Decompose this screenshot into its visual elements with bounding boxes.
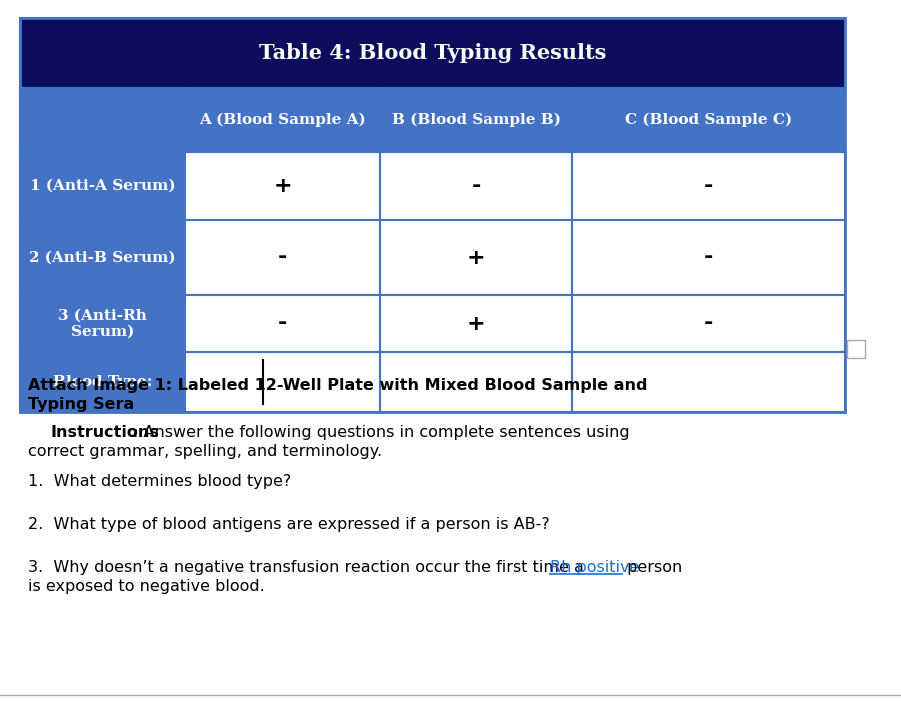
Text: 3.  Why doesn’t a negative transfusion reaction occur the first time a: 3. Why doesn’t a negative transfusion re… — [28, 560, 589, 575]
Text: correct grammar, spelling, and terminology.: correct grammar, spelling, and terminolo… — [28, 444, 382, 459]
Bar — [380, 88, 572, 152]
Bar — [380, 352, 572, 412]
Bar — [572, 220, 845, 295]
Bar — [185, 88, 380, 152]
Text: C (Blood Sample C): C (Blood Sample C) — [625, 113, 792, 127]
Text: -: - — [704, 247, 714, 268]
Bar — [20, 220, 185, 295]
Text: is exposed to negative blood.: is exposed to negative blood. — [28, 579, 265, 594]
Bar — [847, 340, 865, 358]
Text: 2 (Anti-B Serum): 2 (Anti-B Serum) — [29, 250, 176, 264]
Bar — [185, 352, 380, 412]
Bar — [185, 295, 380, 352]
Text: B (Blood Sample B): B (Blood Sample B) — [392, 113, 560, 127]
Bar — [20, 88, 185, 152]
Bar — [20, 352, 185, 412]
Text: 3 (Anti-Rh
Serum): 3 (Anti-Rh Serum) — [58, 308, 147, 339]
Text: Attach Image 1: Labeled 12-Well Plate with Mixed Blood Sample and: Attach Image 1: Labeled 12-Well Plate wi… — [28, 378, 648, 393]
Text: Blood Type:: Blood Type: — [53, 375, 152, 389]
Bar — [572, 295, 845, 352]
Text: -: - — [278, 313, 287, 334]
Bar — [572, 352, 845, 412]
Bar — [20, 152, 185, 220]
Bar — [380, 152, 572, 220]
Text: +: + — [273, 176, 292, 196]
Text: 1.  What determines blood type?: 1. What determines blood type? — [28, 474, 291, 489]
Bar — [572, 88, 845, 152]
Text: 1 (Anti-A Serum): 1 (Anti-A Serum) — [30, 179, 176, 193]
Text: -: - — [704, 313, 714, 334]
Text: Rh positive: Rh positive — [550, 560, 640, 575]
Bar — [380, 295, 572, 352]
Bar — [20, 18, 845, 88]
Text: +: + — [467, 247, 486, 268]
Text: -: - — [471, 176, 481, 196]
Text: Table 4: Blood Typing Results: Table 4: Blood Typing Results — [259, 43, 606, 63]
Text: : Answer the following questions in complete sentences using: : Answer the following questions in comp… — [133, 425, 630, 440]
Bar — [20, 295, 185, 352]
Text: Typing Sera: Typing Sera — [28, 397, 134, 412]
Text: -: - — [278, 247, 287, 268]
Bar — [185, 152, 380, 220]
Text: Instructions: Instructions — [50, 425, 159, 440]
Bar — [380, 220, 572, 295]
Bar — [572, 152, 845, 220]
Text: person: person — [622, 560, 682, 575]
Text: -: - — [704, 176, 714, 196]
Bar — [20, 18, 845, 412]
Text: 2.  What type of blood antigens are expressed if a person is AB-?: 2. What type of blood antigens are expre… — [28, 517, 550, 532]
Bar — [185, 220, 380, 295]
Text: A (Blood Sample A): A (Blood Sample A) — [199, 113, 366, 127]
Text: +: + — [467, 313, 486, 334]
